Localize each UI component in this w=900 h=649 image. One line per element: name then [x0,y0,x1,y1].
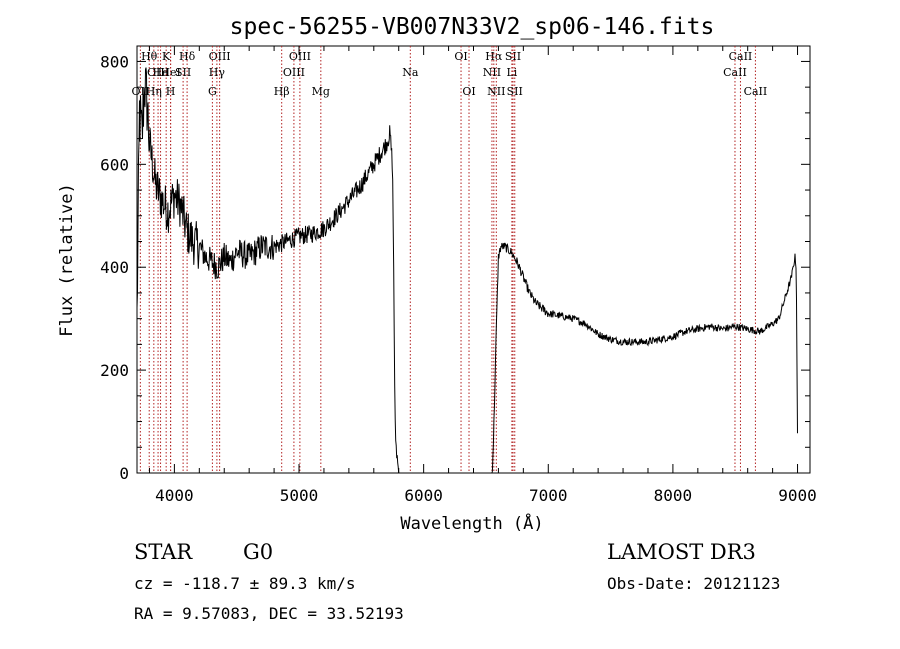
x-axis-label: Wavelength (Å) [400,512,543,534]
x-tick-label: 7000 [529,486,568,505]
line-marker-label: He [153,66,169,79]
y-tick-label: 600 [100,155,129,174]
line-marker-label: OIII [289,50,311,63]
x-axis-ticks: 4000 5000 6000 7000 8000 9000 [148,46,817,505]
line-marker-label: SII [507,85,523,98]
x-tick-label: 6000 [404,486,443,505]
line-marker-label: G [208,85,217,98]
plot-frame [136,45,811,474]
x-tick-label: 8000 [654,486,693,505]
line-marker-label: SII [175,66,191,79]
line-marker-label: NII [487,85,505,98]
y-axis-ticks: 0 200 400 600 800 [100,52,810,483]
y-axis-label: Flux (relative) [57,183,77,337]
y-tick-label: 0 [119,464,129,483]
line-marker-label: H [166,85,176,98]
line-marker-label: Hγ [209,66,226,79]
spectrum-series [136,67,798,474]
y-tick-label: 200 [100,361,129,380]
line-marker-label: OI [454,50,467,63]
coordinates: RA = 9.57083, DEC = 33.52193 [134,604,404,623]
line-marker-label: Na [402,66,419,79]
observation-date: Obs-Date: 20121123 [607,574,780,593]
survey-name: LAMOST DR3 [607,540,756,564]
line-marker-label: OIII [209,50,231,63]
line-marker-label: OIII [283,66,305,79]
line-marker-label: HeI [160,66,180,79]
spectral-subclass: G0 [243,540,273,564]
line-marker-label: CaII [729,50,753,63]
line-marker-label: Hα [485,50,503,63]
line-marker-label: Mg [312,85,330,98]
y-tick-label: 800 [100,52,129,71]
line-marker-label: Hδ [179,50,196,63]
line-marker-label: CaII [744,85,768,98]
line-marker-label: SII [505,50,521,63]
spectral-class: STAR [134,540,193,564]
line-marker-label: Li [506,66,517,79]
redshift-velocity: cz = -118.7 ± 89.3 km/s [134,574,356,593]
line-marker-label: CaII [723,66,747,79]
x-tick-label: 9000 [778,486,817,505]
line-marker-label: NII [483,66,501,79]
spectrum-line [136,67,798,474]
line-marker-label: OI [462,85,475,98]
line-marker-label: Hη [146,85,162,98]
line-marker-label: OIII [147,66,169,79]
line-marker-label: K [162,50,171,63]
y-tick-label: 400 [100,258,129,277]
x-tick-label: 4000 [155,486,194,505]
chart-title: spec-56255-VB007N33V2_sp06-146.fits [230,14,715,40]
x-tick-label: 5000 [280,486,319,505]
line-marker-label: Hβ [274,85,290,98]
